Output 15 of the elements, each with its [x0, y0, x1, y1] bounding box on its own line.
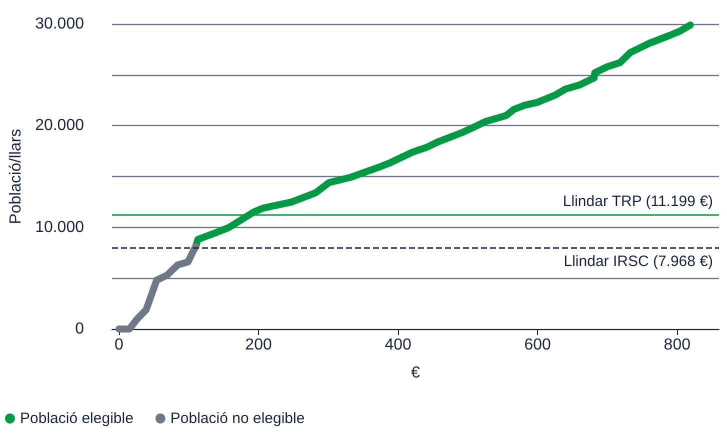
x-tick-label: 800 — [664, 336, 691, 354]
legend-label: Població elegible — [20, 410, 134, 427]
y-tick-label: 0 — [75, 320, 84, 338]
legend-label: Població no elegible — [170, 410, 305, 427]
y-tick-label: 20.000 — [35, 117, 84, 134]
y-axis-title: Població/llars — [8, 128, 24, 224]
ref-line-label: Llindar TRP (11.199 €) — [562, 193, 713, 210]
x-tick-label: 200 — [245, 336, 272, 354]
y-tick-label: 30.000 — [35, 16, 84, 32]
ref-line-label: Llindar IRSC (7.968 €) — [564, 252, 713, 270]
x-tick-label: 400 — [384, 336, 412, 354]
x-tick-label: 0 — [114, 336, 124, 354]
y-tick-label: 10.000 — [35, 218, 84, 236]
x-tick-label: 600 — [524, 336, 552, 354]
x-axis-title: € — [411, 364, 420, 382]
